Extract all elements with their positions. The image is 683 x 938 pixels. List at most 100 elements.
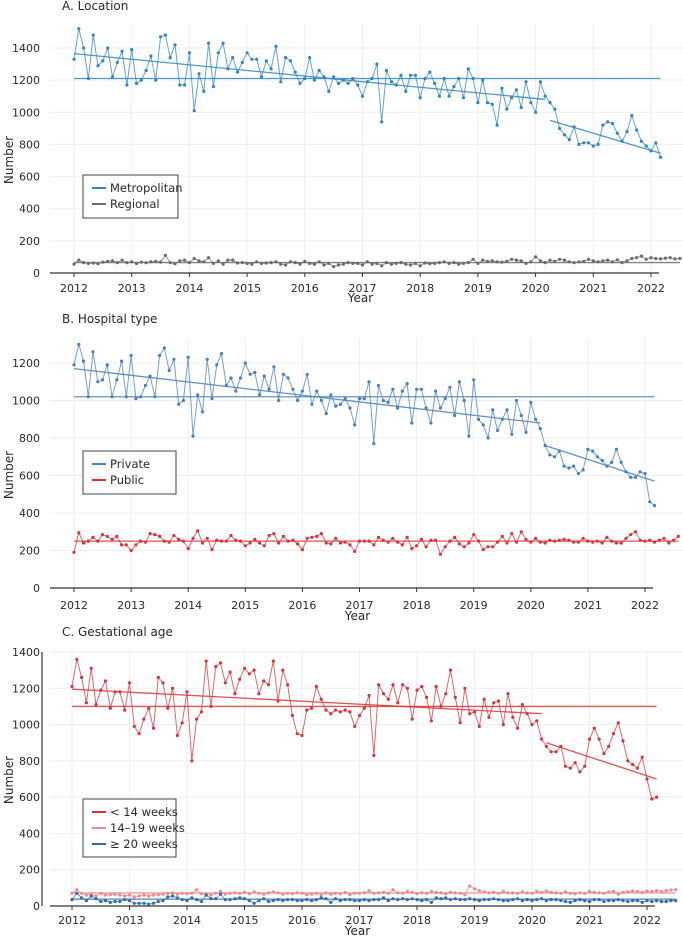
panel-b-hospital-type: B. Hospital type 0 200 400 600 800 1000 1200 201…: [2, 312, 683, 623]
data-point: [640, 755, 644, 759]
x-tick-label: 2015: [233, 282, 261, 295]
data-point: [202, 260, 206, 264]
data-point: [643, 539, 647, 543]
data-point: [86, 261, 90, 265]
data-point: [234, 538, 238, 542]
data-point: [429, 889, 433, 894]
x-tick-label: 2021: [576, 914, 604, 927]
data-point: [544, 744, 549, 748]
data-point: [625, 259, 629, 263]
data-point: [648, 500, 652, 504]
data-point: [127, 899, 132, 903]
data-point: [247, 892, 251, 896]
data-point: [501, 889, 505, 894]
data-point: [505, 107, 509, 111]
data-point: [471, 257, 475, 261]
data-point: [631, 889, 635, 893]
data-point: [224, 383, 228, 388]
data-point: [633, 530, 638, 534]
data-point: [332, 75, 336, 79]
data-point: [674, 899, 678, 903]
data-point: [615, 258, 619, 262]
data-point: [315, 389, 319, 393]
data-point: [338, 402, 343, 406]
data-point: [505, 259, 509, 263]
data-point: [597, 891, 601, 895]
data-point: [425, 898, 429, 902]
x-axis-label: Year: [347, 291, 373, 305]
data-point: [511, 891, 515, 895]
data-point: [199, 892, 203, 896]
legend-label: ≥ 20 weeks: [110, 837, 178, 851]
data-point: [562, 258, 567, 262]
data-point: [396, 701, 400, 705]
x-tick-label: 2021: [574, 599, 602, 612]
data-point: [428, 262, 432, 266]
data-point: [333, 708, 338, 712]
data-point: [643, 472, 647, 476]
data-point: [461, 96, 466, 100]
data-point: [540, 890, 544, 895]
data-point: [587, 737, 592, 741]
data-point: [548, 453, 552, 457]
data-point: [353, 899, 357, 903]
data-point: [77, 342, 81, 346]
data-point: [367, 539, 371, 543]
data-point: [172, 533, 176, 538]
data-point: [391, 897, 395, 901]
data-point: [106, 259, 110, 263]
data-point: [238, 891, 242, 895]
data-point: [178, 259, 182, 263]
data-point: [534, 417, 538, 421]
x-tick-label: 2020: [522, 282, 550, 295]
data-point: [108, 893, 112, 897]
series-regional: [72, 253, 682, 269]
data-point: [567, 138, 571, 142]
data-point: [223, 681, 227, 685]
data-point: [255, 260, 259, 264]
data-point: [151, 893, 156, 897]
data-point: [89, 666, 93, 670]
y-tick-label: 400: [19, 507, 40, 520]
data-point: [324, 897, 328, 901]
data-point: [562, 133, 567, 137]
data-point: [448, 668, 453, 672]
data-point: [529, 400, 533, 404]
data-point: [192, 109, 196, 113]
data-point: [139, 260, 143, 264]
data-point: [108, 706, 112, 710]
data-point: [482, 890, 486, 894]
data-point: [568, 766, 572, 770]
data-point: [567, 538, 571, 542]
data-point: [376, 535, 381, 540]
data-point: [118, 893, 122, 897]
data-point: [372, 891, 376, 895]
data-point: [96, 64, 100, 68]
trend-line-pre: [73, 367, 541, 424]
data-point: [298, 81, 302, 85]
y-tick-label: 1200: [12, 682, 40, 695]
x-tick-label: 2017: [346, 914, 374, 927]
data-point: [123, 894, 127, 898]
data-point: [250, 262, 254, 266]
data-point: [559, 891, 563, 895]
data-point: [204, 659, 208, 663]
data-point: [86, 395, 90, 399]
data-point: [132, 724, 136, 729]
data-point: [110, 537, 114, 541]
data-point: [659, 257, 663, 261]
data-point: [258, 541, 262, 545]
data-point: [396, 406, 400, 410]
data-point: [329, 542, 333, 546]
data-point: [514, 88, 519, 92]
data-point: [519, 105, 523, 110]
data-point: [409, 263, 413, 267]
data-point: [148, 374, 152, 378]
data-point: [348, 898, 352, 902]
data-point: [616, 892, 620, 896]
x-tick-label: 2016: [291, 282, 319, 295]
x-tick-label: 2014: [174, 599, 202, 612]
data-point: [525, 898, 529, 902]
data-point: [384, 261, 389, 265]
data-point: [429, 421, 433, 425]
